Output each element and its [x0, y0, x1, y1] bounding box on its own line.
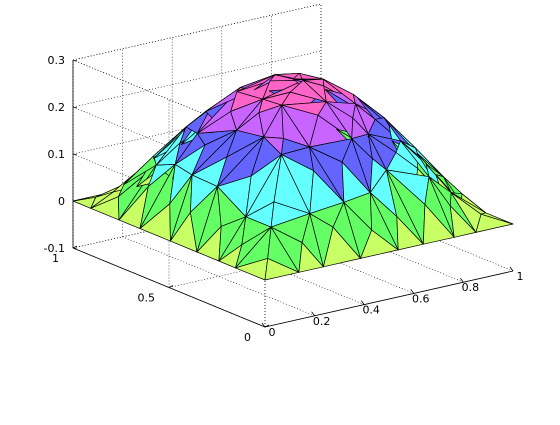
z-tick — [72, 153, 78, 156]
x-tick — [311, 311, 315, 317]
y-gridline — [168, 231, 418, 288]
x-tick-label: 0 — [269, 326, 276, 339]
z-tick — [72, 106, 78, 109]
z-tick-label: 0.1 — [48, 148, 66, 161]
x-tick-label: 1 — [517, 270, 524, 283]
x-tick-label: 0.4 — [362, 304, 380, 317]
z-tick-label: 0.3 — [48, 54, 66, 67]
x-tick-label: 0.2 — [313, 315, 331, 328]
surface-facet — [264, 258, 300, 281]
x-tick — [261, 322, 266, 328]
surface-facet — [480, 212, 514, 225]
y-tick — [168, 285, 174, 288]
x-tick-label: 0.6 — [412, 292, 430, 305]
y-tick — [72, 245, 78, 249]
x-tick-label: 0.8 — [462, 281, 480, 294]
x-tick — [460, 277, 464, 283]
y-tick-label: 1 — [52, 252, 59, 265]
z-tick-label: 0.2 — [48, 101, 66, 114]
y-tick — [264, 324, 270, 328]
surface-mesh — [72, 72, 514, 281]
z-gridline — [72, 97, 322, 155]
surface-facet — [422, 204, 455, 245]
surface-facet — [449, 205, 477, 238]
z-tick-label: -0.1 — [44, 242, 65, 255]
z-tick-label: 0 — [58, 195, 65, 208]
z-gridline — [72, 3, 322, 61]
x-tick — [360, 300, 365, 305]
z-gridline — [72, 50, 322, 108]
y-tick-label: 0 — [244, 331, 251, 344]
z-tick — [72, 247, 78, 250]
x-axis-line — [264, 270, 514, 328]
x-tick — [410, 289, 415, 294]
y-gridline — [72, 191, 322, 249]
y-tick-label: 0.5 — [138, 292, 156, 305]
z-tick — [72, 59, 78, 62]
surface-facet — [396, 216, 424, 251]
x-tick — [509, 266, 514, 272]
